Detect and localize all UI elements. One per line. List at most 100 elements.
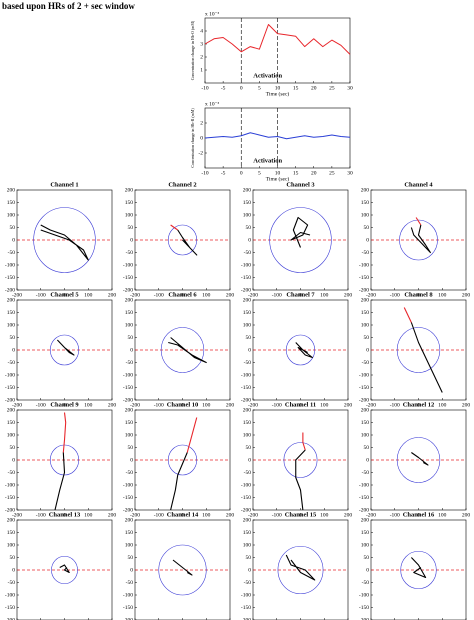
radius-circle [51,555,78,585]
chart-title: Channel 13 [49,511,81,518]
x-tick-label: -100 [272,402,282,408]
x-tick-label: -200 [366,292,376,298]
radius-circle [167,224,198,256]
x-tick-label: 200 [226,402,235,408]
chart-title: Channel 2 [168,181,196,188]
x-tick-label: 200 [226,292,235,298]
y-tick-label: 50 [10,555,16,561]
x-tick-label: -100 [36,512,46,518]
y-tick-label: 200 [125,187,134,193]
data-line [62,412,67,453]
x-tick-label: 25 [329,170,335,176]
x-tick-label: 20 [311,85,317,91]
x-tick-label: -200 [12,512,22,518]
y-tick-label: -100 [359,262,369,268]
x-tick-label: 200 [344,512,353,518]
data-line [204,132,351,140]
y-tick-label: 0 [366,567,369,573]
x-tick-label: 0 [299,512,302,518]
x-tick-label: -200 [12,402,22,408]
y-tick-label: -150 [5,605,15,611]
x-tick-label: 0 [417,292,420,298]
y-tick-label: -50 [126,250,134,256]
x-tick-label: -5 [221,170,226,176]
y-tick-label: 150 [125,420,134,426]
x-tick-label: 0 [63,512,66,518]
x-tick-label: 10 [275,170,281,176]
x-tick-label: -5 [221,85,226,91]
y-tick-label: 150 [7,200,16,206]
y-tick-label: 0 [130,347,133,353]
x-tick-label: 15 [293,85,299,91]
radius-circle [33,207,96,273]
y-tick-label: 100 [125,432,134,438]
data-line [186,417,198,453]
data-line [295,449,306,511]
radius-circle [49,334,80,366]
data-line [410,224,431,254]
x-tick-label: -100 [36,402,46,408]
x-tick-label: 30 [347,85,353,91]
y-tick-label: -200 [241,397,251,403]
x-tick-label: -100 [390,292,400,298]
y-tick-label: 150 [243,310,252,316]
y-tick-label: 150 [7,530,16,536]
y-tick-label: 2 [200,54,203,60]
y-tick-label: -100 [5,592,15,598]
y-tick-label: 50 [246,555,252,561]
y-tick-label: 50 [128,445,134,451]
radius-circle [399,219,438,261]
y-tick-label: -100 [123,482,133,488]
radius-circle [396,327,441,373]
y-tick-label: -200 [5,507,15,513]
y-tick-label: -50 [244,360,252,366]
y-tick-label: -200 [359,397,369,403]
y-axis-label: Concentration change in Hb-R (mM) [190,108,195,168]
y-tick-label: -200 [359,617,369,620]
chart-title: Channel 3 [286,181,315,188]
y-tick-label: -150 [359,605,369,611]
y-tick-label: 200 [243,187,252,193]
y-tick-label: 50 [364,555,370,561]
x-tick-label: 200 [226,512,235,518]
chart-title: Channel 12 [403,401,435,408]
x-tick-label: -200 [248,512,258,518]
chart-title: Channel 9 [50,401,79,408]
y-tick-label: 0 [12,457,15,463]
y-tick-label: -100 [123,592,133,598]
y-tick-label: 200 [7,407,16,413]
y-tick-label: 200 [125,407,134,413]
y-tick-label: 150 [243,530,252,536]
y-tick-label: -200 [5,287,15,293]
y-tick-label: 0 [248,567,251,573]
x-tick-label: 200 [108,512,117,518]
y-tick-label: 200 [7,297,16,303]
y-tick-label: 0 [12,347,15,353]
chart-title: Channel 15 [285,511,317,518]
y-tick-label: -50 [362,250,370,256]
x-tick-label: -10 [201,85,209,91]
y-tick-label: -100 [241,592,251,598]
y-tick-label: -150 [123,605,133,611]
y-multiplier: x 10⁻³ [205,101,220,107]
y-tick-label: -50 [244,250,252,256]
chart-title: Channel 11 [285,401,316,408]
y-tick-label: -150 [241,385,251,391]
y-tick-label: -150 [359,385,369,391]
x-tick-label: -100 [272,512,282,518]
data-line [295,342,313,359]
data-line [410,557,427,579]
y-tick-label: -200 [123,507,133,513]
chart-title: Channel 16 [403,511,435,518]
x-tick-label: 25 [329,85,335,91]
y-tick-label: 0 [366,457,369,463]
x-tick-label: -200 [248,402,258,408]
x-tick-label: -200 [130,402,140,408]
x-tick-label: 0 [299,292,302,298]
y-tick-label: 100 [361,542,370,548]
x-tick-label: 100 [320,402,329,408]
x-tick-label: 100 [202,512,211,518]
y-tick-label: 100 [125,212,134,218]
y-tick-label: -2 [198,150,203,156]
data-line [415,217,422,226]
